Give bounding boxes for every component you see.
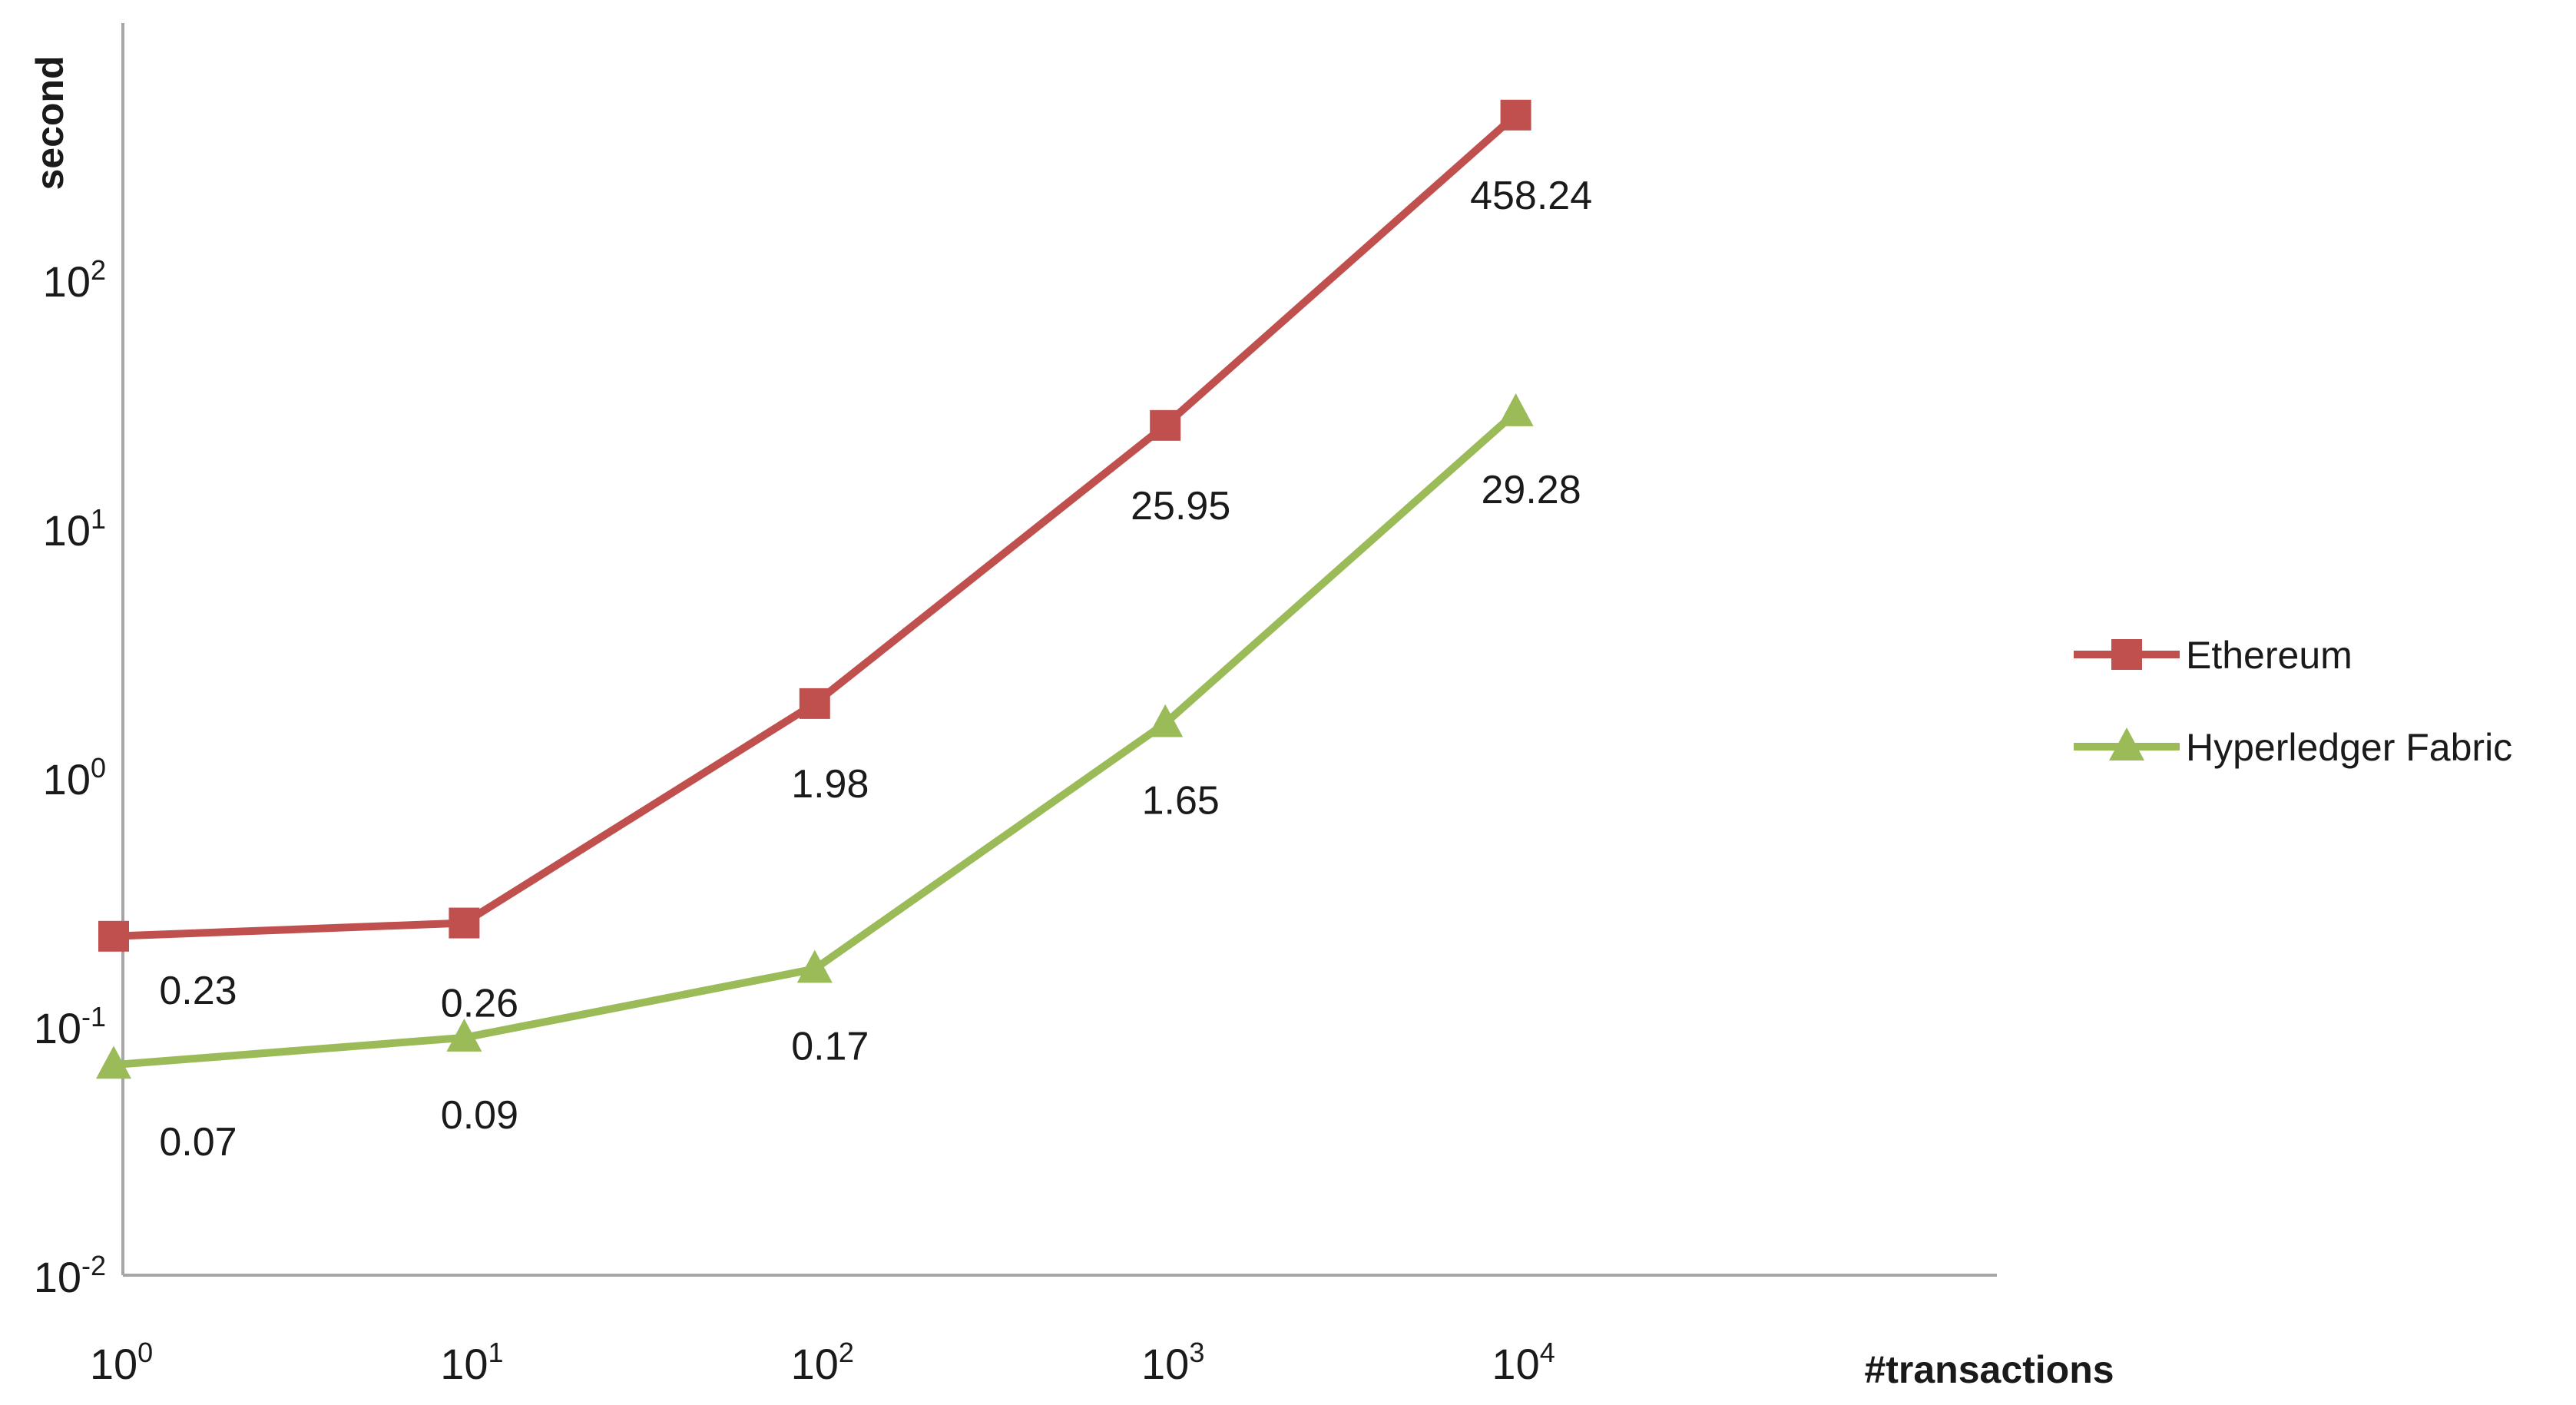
x-tick-exponent: 1 bbox=[488, 1337, 504, 1368]
data-point-square-marker bbox=[799, 688, 830, 719]
x-tick-exponent: 2 bbox=[839, 1337, 854, 1368]
data-label: 0.17 bbox=[791, 1024, 869, 1069]
y-tick-base: 10 bbox=[34, 1253, 81, 1301]
data-label: 0.09 bbox=[441, 1093, 518, 1138]
y-tick-exponent: 1 bbox=[91, 503, 106, 535]
y-tick-base: 10 bbox=[43, 506, 91, 555]
legend-square-marker bbox=[2111, 639, 2142, 670]
data-label: 0.23 bbox=[159, 969, 237, 1013]
x-tick-base: 10 bbox=[1492, 1340, 1539, 1388]
y-tick-base: 10 bbox=[34, 1004, 81, 1052]
y-tick-exponent: 2 bbox=[91, 254, 106, 286]
x-tick-exponent: 0 bbox=[137, 1337, 153, 1368]
y-tick-base: 10 bbox=[43, 257, 91, 306]
x-tick-label: 104 bbox=[1492, 1337, 1555, 1388]
x-tick-base: 10 bbox=[90, 1340, 137, 1388]
x-tick-base: 10 bbox=[440, 1340, 488, 1388]
y-tick-label: 100 bbox=[43, 752, 106, 804]
legend-label: Hyperledger Fabric bbox=[2186, 726, 2512, 769]
x-tick-labels: 100 101 102 103 104 bbox=[90, 1337, 1555, 1388]
legend-label: Ethereum bbox=[2186, 634, 2353, 677]
y-tick-label: 10-2 bbox=[34, 1250, 106, 1301]
x-tick-exponent: 4 bbox=[1540, 1337, 1555, 1368]
data-label: 458.24 bbox=[1470, 174, 1592, 218]
y-tick-label: 102 bbox=[43, 254, 106, 306]
series-layer: 0.23 0.26 1.98 25.95 458.24 0.07 0.09 0.17 1.65 2… bbox=[96, 99, 1592, 1165]
x-tick-base: 10 bbox=[1141, 1340, 1189, 1388]
data-label: 29.28 bbox=[1482, 468, 1581, 512]
data-point-triangle-marker bbox=[446, 1019, 482, 1052]
y-axis-title: second bbox=[28, 55, 71, 190]
x-tick-exponent: 3 bbox=[1189, 1337, 1204, 1368]
x-tick-base: 10 bbox=[791, 1340, 839, 1388]
legend-triangle-marker bbox=[2109, 727, 2144, 760]
chart-axes bbox=[121, 23, 1997, 1277]
data-point-square-marker bbox=[1500, 99, 1531, 131]
data-label: 1.98 bbox=[791, 762, 869, 807]
data-point-triangle-marker bbox=[1147, 704, 1184, 737]
data-point-square-marker bbox=[98, 920, 129, 952]
x-tick-label: 100 bbox=[90, 1337, 153, 1388]
data-label: 0.26 bbox=[441, 982, 518, 1026]
y-tick-exponent: -2 bbox=[81, 1250, 106, 1281]
data-point-triangle-marker bbox=[1498, 393, 1534, 426]
y-tick-base: 10 bbox=[43, 755, 91, 804]
y-tick-label: 101 bbox=[43, 503, 106, 555]
legend: Ethereum Hyperledger Fabric bbox=[2074, 634, 2512, 769]
data-point-square-marker bbox=[449, 907, 480, 939]
data-label: 1.65 bbox=[1142, 779, 1220, 823]
y-tick-label: 10-1 bbox=[34, 1001, 106, 1052]
series-line-ethereum bbox=[113, 112, 1518, 940]
data-point-square-marker bbox=[1150, 409, 1181, 441]
x-tick-label: 102 bbox=[791, 1337, 854, 1388]
data-point-triangle-marker bbox=[796, 949, 833, 983]
x-tick-label: 103 bbox=[1141, 1337, 1204, 1388]
x-tick-label: 101 bbox=[440, 1337, 503, 1388]
x-axis-title: #transactions bbox=[1864, 1348, 2114, 1391]
y-tick-exponent: -1 bbox=[81, 1001, 106, 1032]
data-point-triangle-marker bbox=[96, 1045, 131, 1079]
data-label: 0.07 bbox=[159, 1120, 237, 1165]
data-label: 25.95 bbox=[1131, 484, 1230, 529]
y-tick-exponent: 0 bbox=[91, 752, 106, 784]
